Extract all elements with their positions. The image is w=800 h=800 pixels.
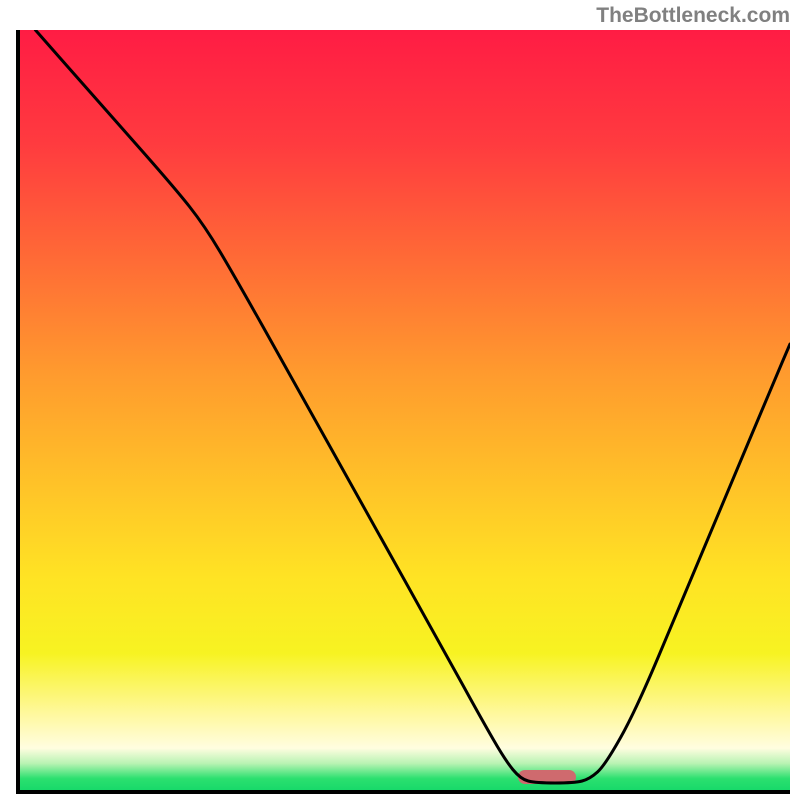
y-axis: [16, 30, 20, 794]
plot-area: [20, 30, 790, 790]
watermark-text: TheBottleneck.com: [596, 4, 790, 28]
x-axis: [16, 790, 790, 794]
chart-container: { "watermark": { "text": "TheBottleneck.…: [0, 0, 800, 800]
gradient-background: [20, 30, 790, 790]
optimal-marker: [518, 770, 576, 784]
